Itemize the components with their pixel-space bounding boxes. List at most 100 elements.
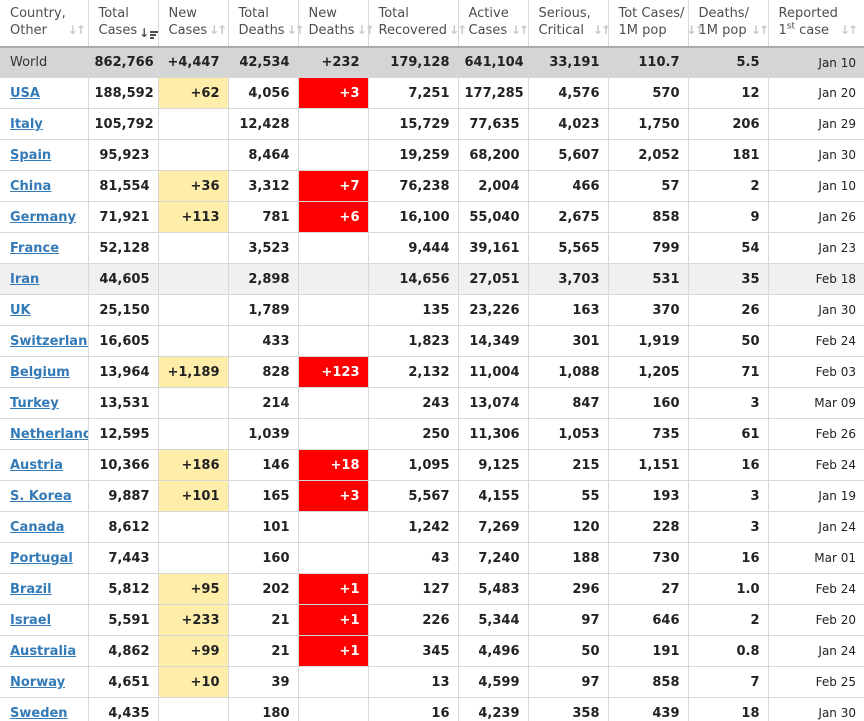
cell-country: Spain [0, 139, 89, 172]
cell-deaths_per_1m: 5.5 [688, 46, 769, 79]
cell-new_cases [158, 697, 229, 721]
cell-first_case: Jan 23 [768, 232, 864, 265]
country-link[interactable]: Turkey [10, 395, 59, 411]
cell-total_deaths: 42,534 [228, 46, 299, 79]
cell-serious_critical: 358 [528, 697, 609, 721]
country-link[interactable]: Spain [10, 147, 52, 163]
column-header-content: Deaths/1M pop ↓↑ [699, 6, 770, 40]
cell-first_case: Jan 10 [768, 46, 864, 79]
country-link[interactable]: Brazil [10, 581, 52, 597]
country-link[interactable]: Germany [10, 209, 76, 225]
cell-total_deaths: 21 [228, 635, 299, 668]
country-link[interactable]: France [10, 240, 60, 256]
cell-serious_critical: 163 [528, 294, 609, 327]
cell-first_case: Jan 30 [768, 294, 864, 327]
cell-new_deaths: +1 [298, 573, 369, 606]
cell-total_recovered: 250 [368, 418, 459, 451]
country-link[interactable]: Switzerland [10, 333, 88, 349]
column-header-deaths_per_1m[interactable]: Deaths/1M pop ↓↑ [688, 0, 770, 48]
cell-first_case: Feb 18 [768, 263, 864, 296]
column-header-cases_per_1m[interactable]: Tot Cases/1M pop ↓↑ [608, 0, 705, 48]
cell-new_deaths [298, 325, 369, 358]
cell-serious_critical: 120 [528, 511, 609, 544]
column-header-content: Country, Other ↓↑ [10, 6, 86, 40]
column-header-total_cases[interactable]: Total Cases ↓ [88, 0, 159, 48]
country-link[interactable]: USA [10, 85, 40, 101]
column-header-country[interactable]: Country, Other ↓↑ [0, 0, 89, 48]
cell-active_cases: 77,635 [458, 108, 529, 141]
cell-new_deaths [298, 542, 369, 575]
column-header-active_cases[interactable]: Active Cases ↓↑ [458, 0, 529, 48]
table-row: Austria 10,366 +186 146 +18 1,095 9,125 215 1,15… [0, 449, 864, 482]
cell-first_case: Jan 30 [768, 139, 864, 172]
cell-cases_per_1m: 228 [608, 511, 689, 544]
country-link[interactable]: Austria [10, 457, 63, 473]
cell-new_deaths: +3 [298, 77, 369, 110]
cell-country: Iran [0, 263, 89, 296]
country-link[interactable]: Israel [10, 612, 52, 628]
column-header-label: Total Deaths [238, 6, 285, 38]
sort-toggle-icon: ↓↑ [286, 23, 305, 38]
cell-active_cases: 39,161 [458, 232, 529, 265]
cell-active_cases: 7,240 [458, 542, 529, 575]
cell-country: Australia [0, 635, 89, 668]
country-link[interactable]: Sweden [10, 705, 68, 721]
cell-total_deaths: 21 [228, 604, 299, 637]
cell-total_cases: 13,964 [88, 356, 159, 389]
cell-serious_critical: 466 [528, 170, 609, 203]
column-header-content: Total Cases ↓ [99, 6, 159, 40]
column-header-serious_critical[interactable]: Serious, Critical ↓↑ [528, 0, 611, 48]
cell-total_recovered: 226 [368, 604, 459, 637]
country-link[interactable]: Canada [10, 519, 65, 535]
cell-new_cases [158, 232, 229, 265]
cell-total_recovered: 1,242 [368, 511, 459, 544]
cell-serious_critical: 847 [528, 387, 609, 420]
country-link[interactable]: Belgium [10, 364, 70, 380]
cell-cases_per_1m: 570 [608, 77, 689, 110]
cell-new_deaths: +7 [298, 170, 369, 203]
column-header-total_recovered[interactable]: Total Recovered ↓↑ [368, 0, 467, 48]
cell-new_deaths [298, 108, 369, 141]
column-header-total_deaths[interactable]: Total Deaths ↓↑ [228, 0, 305, 48]
cell-cases_per_1m: 646 [608, 604, 689, 637]
country-link[interactable]: Iran [10, 271, 40, 287]
cell-total_recovered: 43 [368, 542, 459, 575]
column-header-new_cases[interactable]: New Cases ↓↑ [158, 0, 229, 48]
cell-new_deaths: +18 [298, 449, 369, 482]
table-body: World 862,766 +4,447 42,534 +232 179,128 641,1… [0, 46, 864, 721]
cell-deaths_per_1m: 7 [688, 666, 769, 699]
country-link[interactable]: Netherlands [10, 426, 87, 442]
cell-total_deaths: 146 [228, 449, 299, 482]
cell-deaths_per_1m: 0.8 [688, 635, 769, 668]
cell-active_cases: 4,496 [458, 635, 529, 668]
cell-total_cases: 52,128 [88, 232, 159, 265]
cell-cases_per_1m: 160 [608, 387, 689, 420]
cell-total_cases: 5,591 [88, 604, 159, 637]
cell-new_cases: +36 [158, 170, 229, 203]
cell-total_deaths: 3,312 [228, 170, 299, 203]
cell-first_case: Mar 09 [768, 387, 864, 420]
country-link[interactable]: China [10, 178, 52, 194]
world-label: World [10, 55, 48, 71]
sort-toggle-icon: ↓↑ [356, 23, 375, 38]
column-header-label: Reported 1st case [778, 6, 838, 38]
column-header-label: Serious, Critical [538, 6, 591, 38]
country-link[interactable]: UK [10, 302, 31, 318]
cell-cases_per_1m: 531 [608, 263, 689, 296]
cell-first_case: Jan 20 [768, 77, 864, 110]
cell-active_cases: 23,226 [458, 294, 529, 327]
cell-active_cases: 14,349 [458, 325, 529, 358]
country-link[interactable]: Italy [10, 116, 43, 132]
country-link[interactable]: Portugal [10, 550, 73, 566]
column-header-first_case[interactable]: Reported 1st case ↓↑ [768, 0, 864, 48]
country-link[interactable]: S. Korea [10, 488, 72, 504]
country-link[interactable]: Australia [10, 643, 77, 659]
country-link[interactable]: Norway [10, 674, 66, 690]
column-header-new_deaths[interactable]: New Deaths ↓↑ [298, 0, 375, 48]
table-row: Spain 95,923 8,464 19,259 68,200 5,607 2,052 18… [0, 139, 864, 172]
cell-new_deaths: +3 [298, 480, 369, 513]
cell-total_cases: 862,766 [88, 46, 159, 79]
cell-cases_per_1m: 730 [608, 542, 689, 575]
